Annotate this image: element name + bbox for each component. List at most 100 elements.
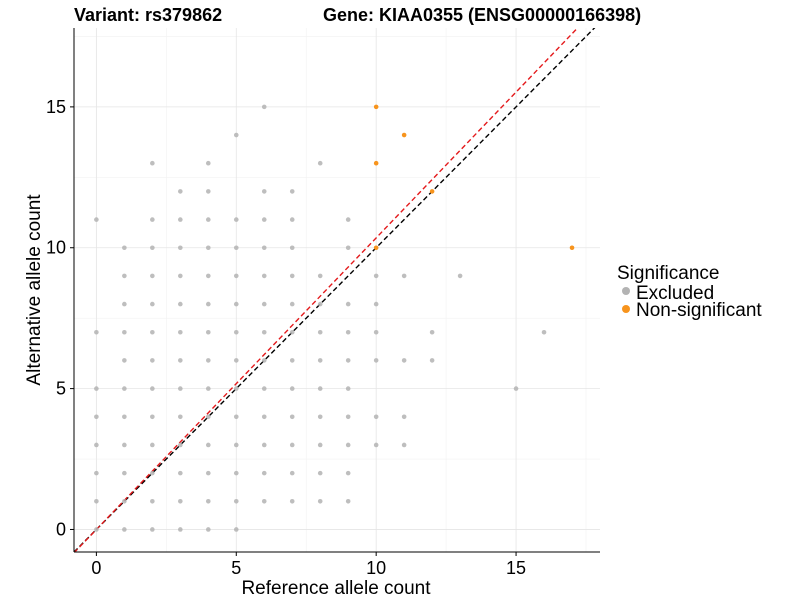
point-excluded bbox=[150, 358, 155, 363]
point-excluded bbox=[150, 527, 155, 532]
point-excluded bbox=[94, 498, 99, 504]
point-excluded bbox=[178, 189, 183, 194]
point-excluded bbox=[289, 414, 295, 420]
point-non-significant bbox=[373, 104, 379, 110]
x-tick-label: 0 bbox=[91, 558, 101, 578]
point-excluded bbox=[178, 301, 183, 307]
point-excluded bbox=[373, 273, 379, 279]
point-excluded bbox=[317, 442, 323, 448]
point-excluded bbox=[317, 386, 323, 391]
point-excluded bbox=[94, 442, 99, 448]
point-excluded bbox=[401, 414, 407, 420]
legend: Significance Excluded Non-significant bbox=[617, 263, 762, 321]
point-excluded bbox=[178, 442, 183, 448]
point-excluded bbox=[261, 273, 267, 279]
point-excluded bbox=[289, 301, 295, 307]
point-excluded bbox=[122, 386, 127, 391]
point-excluded bbox=[345, 498, 351, 504]
point-excluded bbox=[373, 358, 379, 363]
legend-label-non-significant: Non-significant bbox=[636, 300, 762, 321]
point-excluded bbox=[401, 358, 407, 363]
point-excluded bbox=[178, 329, 183, 335]
point-excluded bbox=[205, 217, 211, 222]
point-excluded bbox=[345, 414, 351, 420]
point-excluded bbox=[122, 442, 127, 448]
point-excluded bbox=[94, 470, 99, 476]
point-excluded bbox=[178, 386, 183, 391]
point-excluded bbox=[261, 245, 267, 251]
point-excluded bbox=[178, 527, 183, 532]
reference-line-fit bbox=[74, 28, 579, 552]
point-excluded bbox=[233, 442, 239, 448]
point-excluded bbox=[429, 329, 435, 335]
point-excluded bbox=[205, 498, 211, 504]
point-excluded bbox=[205, 386, 211, 391]
point-excluded bbox=[317, 329, 323, 335]
point-excluded bbox=[122, 470, 127, 476]
point-excluded bbox=[150, 414, 155, 420]
point-non-significant bbox=[401, 132, 407, 138]
point-excluded bbox=[457, 273, 463, 279]
point-excluded bbox=[289, 358, 295, 363]
point-excluded bbox=[233, 329, 239, 335]
point-excluded bbox=[373, 442, 379, 448]
y-tick-label: 5 bbox=[56, 379, 66, 399]
point-excluded bbox=[178, 470, 183, 476]
point-excluded bbox=[289, 386, 295, 391]
point-excluded bbox=[205, 301, 211, 307]
point-non-significant bbox=[569, 245, 575, 251]
point-excluded bbox=[289, 470, 295, 476]
point-non-significant bbox=[373, 160, 379, 166]
legend-title: Significance bbox=[617, 263, 719, 284]
point-excluded bbox=[513, 386, 519, 391]
point-excluded bbox=[345, 329, 351, 335]
point-excluded bbox=[289, 245, 295, 251]
point-excluded bbox=[233, 358, 239, 363]
point-excluded bbox=[429, 358, 435, 363]
point-excluded bbox=[345, 301, 351, 307]
point-excluded bbox=[122, 527, 127, 532]
point-excluded bbox=[233, 498, 239, 504]
point-excluded bbox=[233, 132, 239, 138]
point-excluded bbox=[150, 329, 155, 335]
point-excluded bbox=[94, 386, 99, 391]
point-excluded bbox=[289, 217, 295, 222]
point-excluded bbox=[317, 273, 323, 279]
point-excluded bbox=[205, 470, 211, 476]
y-tick-label: 0 bbox=[56, 519, 66, 539]
point-excluded bbox=[317, 301, 323, 307]
x-tick-label: 10 bbox=[366, 558, 386, 578]
point-excluded bbox=[373, 301, 379, 307]
point-excluded bbox=[150, 245, 155, 251]
point-excluded bbox=[261, 301, 267, 307]
point-excluded bbox=[122, 414, 127, 420]
point-excluded bbox=[122, 273, 127, 279]
point-excluded bbox=[94, 414, 99, 420]
point-excluded bbox=[150, 386, 155, 391]
point-excluded bbox=[261, 386, 267, 391]
x-axis-ticks: 0 5 10 15 bbox=[91, 552, 526, 578]
point-excluded bbox=[122, 301, 127, 307]
point-excluded bbox=[205, 273, 211, 279]
point-excluded bbox=[401, 442, 407, 448]
point-excluded bbox=[233, 470, 239, 476]
point-excluded bbox=[233, 217, 239, 222]
point-excluded bbox=[345, 442, 351, 448]
x-axis-title: Reference allele count bbox=[241, 578, 431, 599]
point-non-significant bbox=[373, 245, 379, 251]
point-excluded bbox=[150, 273, 155, 279]
point-excluded bbox=[401, 273, 407, 279]
point-excluded bbox=[317, 414, 323, 420]
point-excluded bbox=[205, 442, 211, 448]
point-excluded bbox=[261, 414, 267, 420]
point-excluded bbox=[289, 189, 295, 194]
point-excluded bbox=[233, 386, 239, 391]
point-excluded bbox=[261, 498, 267, 504]
point-excluded bbox=[178, 498, 183, 504]
point-excluded bbox=[205, 414, 211, 420]
point-excluded bbox=[178, 245, 183, 251]
point-excluded bbox=[94, 527, 99, 532]
point-excluded bbox=[373, 329, 379, 335]
point-excluded bbox=[122, 358, 127, 363]
